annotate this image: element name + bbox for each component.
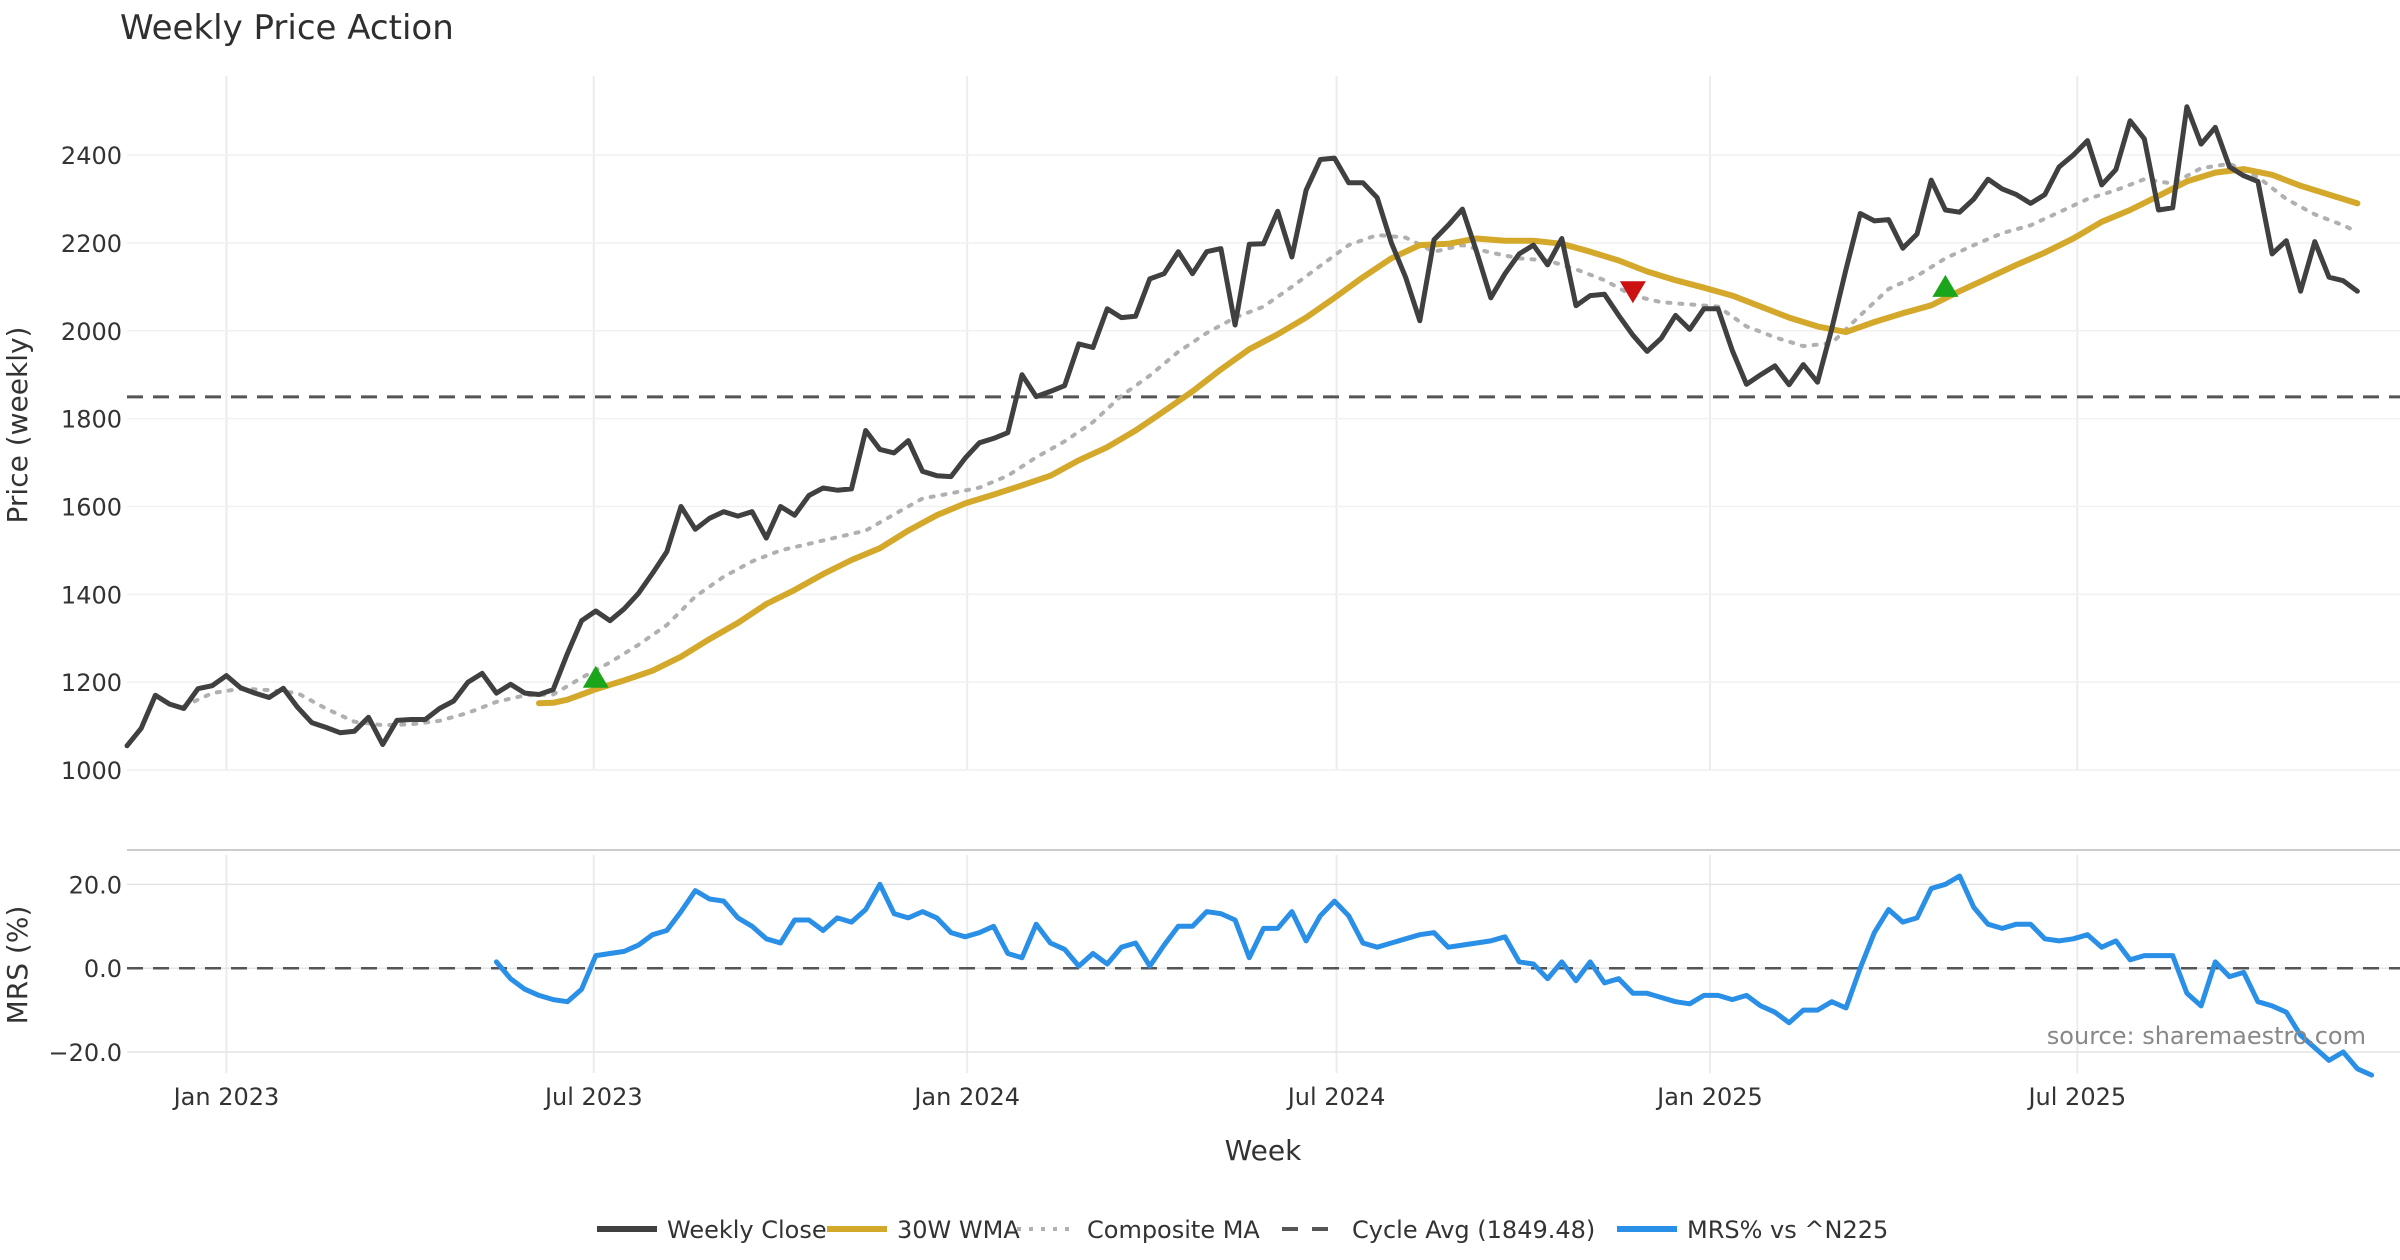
price-y-tick-label: 1800 — [61, 406, 122, 434]
price-y-tick-label: 1200 — [61, 669, 122, 697]
source-note: source: sharemaestro.com — [2047, 1022, 2366, 1050]
mrs-y-axis-title: MRS (%) — [1, 906, 34, 1025]
legend-label: Weekly Close — [667, 1216, 827, 1244]
sell-signal-marker — [1619, 281, 1646, 304]
mrs-y-tick-label: 20.0 — [69, 871, 122, 899]
price-y-tick-label: 2000 — [61, 318, 122, 346]
mrs-grid — [127, 855, 2400, 1073]
legend-label: Cycle Avg (1849.48) — [1352, 1216, 1595, 1244]
legend-label: Composite MA — [1087, 1216, 1260, 1244]
price-y-tick-label: 1400 — [61, 581, 122, 609]
price-series — [124, 104, 2400, 749]
buy-signal-marker — [582, 665, 609, 688]
30w-wma-line — [536, 166, 2361, 707]
x-tick-label: Jan 2025 — [1655, 1083, 1763, 1111]
mrs-y-tick-labels: 20.0 0.0 −20.0 — [48, 871, 122, 1067]
x-axis-title: Week — [1225, 1134, 1302, 1167]
price-y-tick-labels: 1000 1200 1400 1600 1800 2000 2200 2400 — [61, 142, 122, 785]
chart-title: Weekly Price Action — [120, 8, 454, 48]
mrs-y-tick-label: −20.0 — [48, 1039, 122, 1067]
x-tick-label: Jan 2023 — [172, 1083, 280, 1111]
x-tick-label: Jan 2024 — [912, 1083, 1020, 1111]
price-grid — [127, 76, 2400, 771]
legend-label: MRS% vs ^N225 — [1687, 1216, 1888, 1244]
x-tick-label: Jul 2024 — [1286, 1083, 1386, 1111]
mrs-series — [493, 873, 2375, 1078]
price-y-tick-label: 2400 — [61, 142, 122, 170]
price-y-tick-label: 1000 — [61, 757, 122, 785]
weekly-close-line — [124, 104, 2360, 749]
legend-label: 30W WMA — [897, 1216, 1020, 1244]
buy-signal-marker — [1932, 274, 1959, 297]
legend: Weekly Close 30W WMA Composite MA Cycle Avg… — [597, 1216, 1888, 1244]
mrs-y-tick-label: 0.0 — [84, 955, 122, 983]
composite-ma-line — [181, 161, 2360, 728]
price-y-tick-label: 2200 — [61, 230, 122, 258]
mrs-line — [493, 873, 2375, 1078]
x-tick-label: Jul 2025 — [2026, 1083, 2126, 1111]
x-tick-label: Jul 2023 — [543, 1083, 643, 1111]
price-markers — [582, 274, 1959, 688]
price-y-tick-label: 1600 — [61, 493, 122, 521]
x-tick-labels: Jan 2023 Jul 2023 Jan 2024 Jul 2024 Jan 2025… — [172, 1083, 2127, 1111]
price-y-axis-title: Price (weekly) — [1, 327, 34, 524]
